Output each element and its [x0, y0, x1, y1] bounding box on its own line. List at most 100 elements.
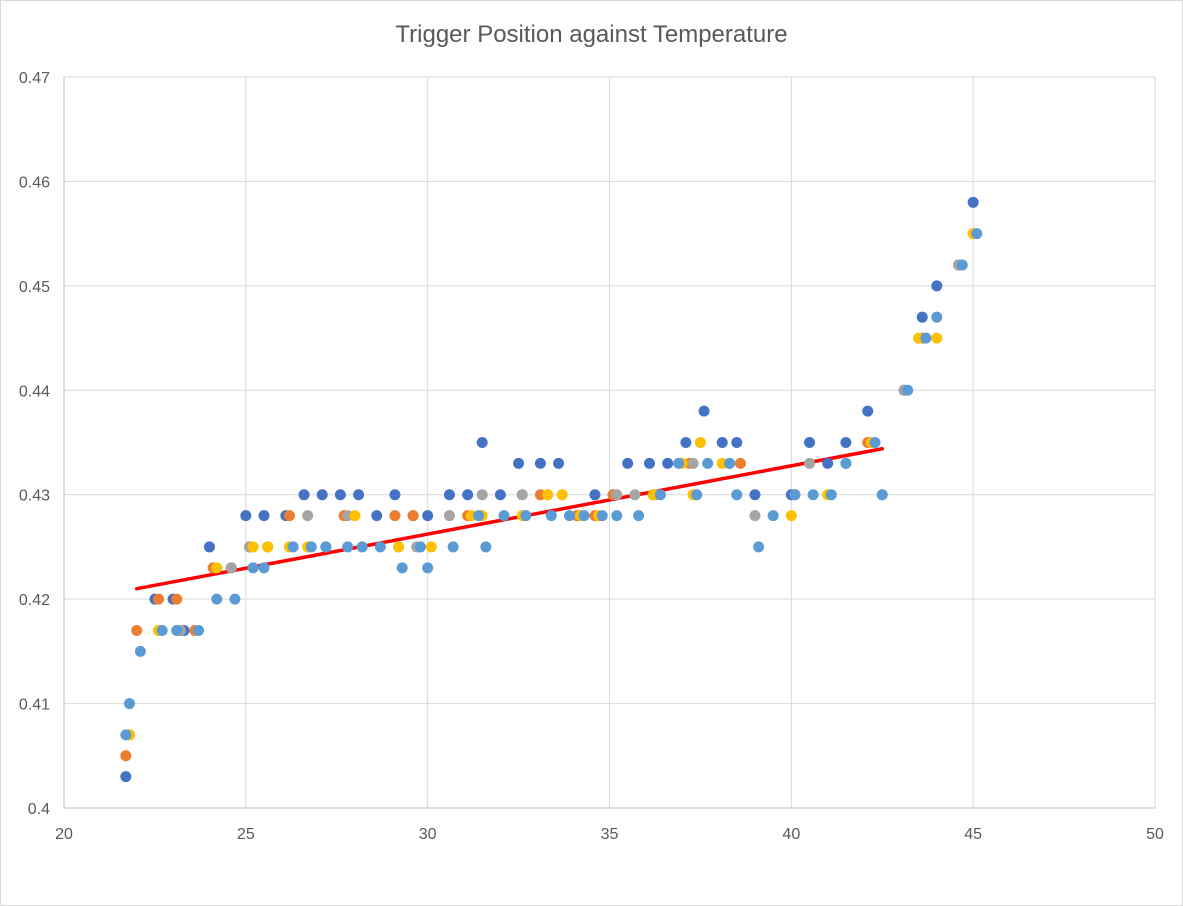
data-point [153, 593, 165, 605]
data-point [971, 228, 983, 240]
data-point [673, 457, 685, 469]
data-point [753, 541, 765, 553]
data-point [447, 541, 459, 553]
data-point [371, 510, 383, 522]
data-point [956, 259, 968, 271]
data-point [931, 332, 943, 344]
data-point [211, 562, 223, 574]
y-tick-label: 0.43 [19, 488, 50, 505]
data-point [258, 562, 270, 574]
data-point [785, 510, 797, 522]
data-point [302, 510, 314, 522]
data-point [563, 510, 575, 522]
data-point [123, 698, 135, 710]
data-point [825, 489, 837, 501]
data-point [789, 489, 801, 501]
data-point [374, 541, 386, 553]
data-point [822, 457, 834, 469]
data-point [120, 729, 132, 741]
x-tick-label: 25 [237, 826, 255, 843]
x-tick-label: 50 [1146, 826, 1164, 843]
data-point [702, 457, 714, 469]
data-point [156, 624, 168, 636]
data-point [553, 457, 565, 469]
data-point [203, 541, 215, 553]
data-point [589, 489, 601, 501]
data-point [876, 489, 888, 501]
data-point [353, 489, 365, 501]
data-point [920, 332, 932, 344]
data-point [644, 457, 656, 469]
data-point [247, 562, 259, 574]
y-tick-label: 0.4 [28, 801, 50, 818]
data-point [698, 405, 710, 417]
data-point [654, 489, 666, 501]
data-point [869, 437, 881, 448]
data-point [425, 541, 437, 553]
data-point [520, 510, 532, 522]
data-point [556, 489, 568, 501]
data-point [171, 593, 183, 605]
data-point [596, 510, 608, 522]
data-point [240, 510, 252, 522]
data-points [120, 196, 983, 783]
y-tick-label: 0.47 [19, 70, 50, 87]
x-tick-label: 20 [55, 826, 73, 843]
data-point [171, 624, 183, 636]
data-point [262, 541, 274, 553]
data-point [443, 489, 455, 501]
data-point [120, 750, 132, 762]
data-point [462, 489, 474, 501]
data-point [749, 489, 761, 501]
data-point [476, 489, 488, 501]
data-point [694, 437, 706, 448]
data-point [498, 510, 510, 522]
data-point [211, 593, 223, 605]
data-point [545, 510, 557, 522]
tick-labels: 0.4 0.41 0.42 0.43 0.44 0.45 0.46 0.47 20 25 30 35 4… [19, 70, 1164, 843]
data-point [931, 280, 943, 292]
data-point [334, 489, 346, 501]
x-tick-label: 35 [601, 826, 619, 843]
data-point [443, 510, 455, 522]
data-point [422, 562, 434, 574]
data-point [749, 510, 761, 522]
data-point [349, 510, 361, 522]
y-tick-label: 0.46 [19, 174, 50, 191]
data-point [393, 541, 405, 553]
data-point [229, 593, 241, 605]
data-point [916, 311, 928, 323]
data-point [422, 510, 434, 522]
x-tick-label: 30 [419, 826, 437, 843]
data-point [724, 457, 736, 469]
data-point [542, 489, 554, 501]
data-point [131, 624, 143, 636]
data-point [611, 489, 623, 501]
data-point [305, 541, 317, 553]
chart-title: Trigger Position against Temperature [395, 21, 788, 48]
data-point [134, 645, 146, 657]
data-point [967, 196, 979, 208]
data-point [840, 437, 852, 448]
data-point [804, 457, 816, 469]
data-point [298, 489, 310, 501]
data-point [767, 510, 779, 522]
y-tick-label: 0.44 [19, 383, 50, 400]
data-point [622, 457, 634, 469]
data-point [734, 457, 746, 469]
data-point [480, 541, 492, 553]
data-point [731, 489, 743, 501]
y-tick-label: 0.41 [19, 697, 50, 714]
data-point [396, 562, 408, 574]
data-point [476, 437, 488, 448]
data-point [320, 541, 332, 553]
data-point [611, 510, 623, 522]
data-point [731, 437, 743, 448]
data-point [287, 541, 299, 553]
data-point [283, 510, 295, 522]
data-point [807, 489, 819, 501]
data-point [342, 541, 354, 553]
data-point [258, 510, 270, 522]
